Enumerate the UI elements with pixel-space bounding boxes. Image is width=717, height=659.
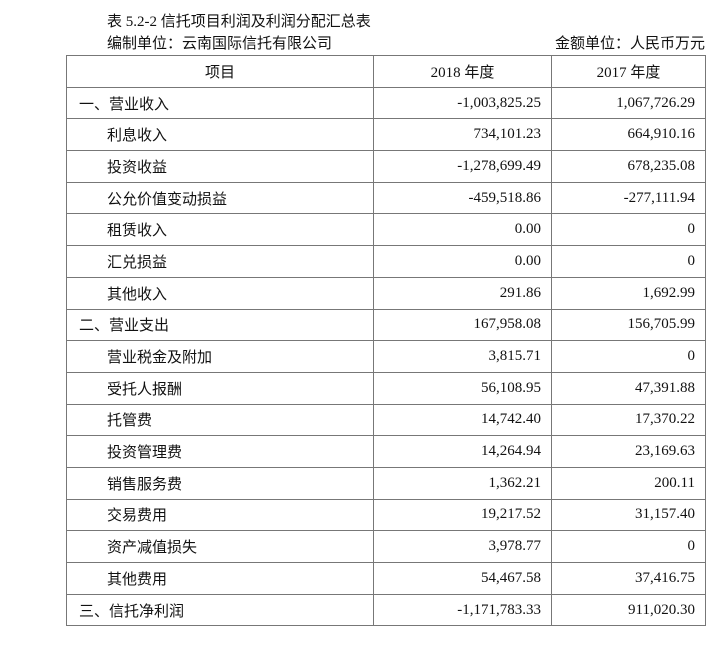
table-row: 利息收入 734,101.23 664,910.16 bbox=[66, 118, 706, 152]
value-2017: 0 bbox=[551, 530, 706, 563]
row-item: 汇兑损益 bbox=[66, 245, 374, 278]
value-2017: 37,416.75 bbox=[551, 562, 706, 595]
value-2017: 911,020.30 bbox=[551, 593, 706, 627]
value-2017: 678,235.08 bbox=[551, 150, 706, 183]
value-2018: -1,278,699.49 bbox=[373, 150, 552, 183]
value-2017: 0 bbox=[551, 340, 706, 373]
value-2017: 1,692.99 bbox=[551, 276, 706, 310]
value-2017: 200.11 bbox=[551, 466, 706, 500]
row-item: 一、营业收入 bbox=[66, 86, 374, 120]
row-item: 租赁收入 bbox=[66, 213, 374, 247]
value-2018: 0.00 bbox=[373, 245, 552, 278]
value-2017: 31,157.40 bbox=[551, 498, 706, 532]
table-row: 资产减值损失 3,978.77 0 bbox=[66, 530, 706, 563]
value-2018: 14,264.94 bbox=[373, 435, 552, 468]
table-row: 销售服务费 1,362.21 200.11 bbox=[66, 466, 706, 500]
table-row: 二、营业支出 167,958.08 156,705.99 bbox=[66, 308, 706, 342]
table-row: 其他收入 291.86 1,692.99 bbox=[66, 276, 706, 310]
table-row: 营业税金及附加 3,815.71 0 bbox=[66, 340, 706, 373]
table-row: 其他费用 54,467.58 37,416.75 bbox=[66, 562, 706, 595]
value-2018: 0.00 bbox=[373, 213, 552, 247]
value-2017: 23,169.63 bbox=[551, 435, 706, 468]
unit-label: 金额单位：人民币万元 bbox=[554, 36, 705, 52]
value-2017: 17,370.22 bbox=[551, 403, 706, 437]
row-item: 资产减值损失 bbox=[66, 530, 374, 563]
value-2017: 664,910.16 bbox=[551, 118, 706, 152]
value-2018: 734,101.23 bbox=[373, 118, 552, 152]
value-2018: 19,217.52 bbox=[373, 498, 552, 532]
row-item: 其他收入 bbox=[66, 276, 374, 310]
row-item: 托管费 bbox=[66, 403, 374, 437]
value-2018: 54,467.58 bbox=[373, 562, 552, 595]
table-row: 投资管理费 14,264.94 23,169.63 bbox=[66, 435, 706, 468]
value-2017: 1,067,726.29 bbox=[551, 86, 706, 120]
value-2018: -1,171,783.33 bbox=[373, 593, 552, 627]
row-item: 公允价值变动损益 bbox=[66, 181, 374, 215]
value-2018: 3,978.77 bbox=[373, 530, 552, 563]
value-2018: 56,108.95 bbox=[373, 371, 552, 405]
table-row: 公允价值变动损益 -459,518.86 -277,111.94 bbox=[66, 181, 706, 215]
row-item: 投资收益 bbox=[66, 150, 374, 183]
table-row: 交易费用 19,217.52 31,157.40 bbox=[66, 498, 706, 532]
value-2017: 156,705.99 bbox=[551, 308, 706, 342]
row-item: 三、信托净利润 bbox=[66, 593, 374, 627]
row-item: 二、营业支出 bbox=[66, 308, 374, 342]
value-2018: 167,958.08 bbox=[373, 308, 552, 342]
header-2018: 2018 年度 bbox=[373, 55, 552, 88]
table-row: 投资收益 -1,278,699.49 678,235.08 bbox=[66, 150, 706, 183]
value-2017: -277,111.94 bbox=[551, 181, 706, 215]
value-2018: -459,518.86 bbox=[373, 181, 552, 215]
value-2017: 0 bbox=[551, 245, 706, 278]
table-row: 租赁收入 0.00 0 bbox=[66, 213, 706, 247]
header-2017: 2017 年度 bbox=[551, 55, 706, 88]
table-row: 托管费 14,742.40 17,370.22 bbox=[66, 403, 706, 437]
value-2018: 14,742.40 bbox=[373, 403, 552, 437]
table-row: 汇兑损益 0.00 0 bbox=[66, 245, 706, 278]
row-item: 交易费用 bbox=[66, 498, 374, 532]
value-2018: 291.86 bbox=[373, 276, 552, 310]
header-row: 项目 2018 年度 2017 年度 bbox=[66, 55, 706, 88]
value-2017: 0 bbox=[551, 213, 706, 247]
row-item: 营业税金及附加 bbox=[66, 340, 374, 373]
row-item: 投资管理费 bbox=[66, 435, 374, 468]
header-item: 项目 bbox=[66, 55, 374, 88]
value-2018: -1,003,825.25 bbox=[373, 86, 552, 120]
profit-table: 项目 2018 年度 2017 年度 一、营业收入 -1,003,825.25 1,… bbox=[66, 55, 706, 627]
table-row: 三、信托净利润 -1,171,783.33 911,020.30 bbox=[66, 593, 706, 627]
row-item: 其他费用 bbox=[66, 562, 374, 595]
table-row: 一、营业收入 -1,003,825.25 1,067,726.29 bbox=[66, 86, 706, 120]
value-2018: 3,815.71 bbox=[373, 340, 552, 373]
table-title: 表 5.2-2 信托项目利润及利润分配汇总表 bbox=[107, 14, 371, 30]
row-item: 利息收入 bbox=[66, 118, 374, 152]
table-row: 受托人报酬 56,108.95 47,391.88 bbox=[66, 371, 706, 405]
value-2018: 1,362.21 bbox=[373, 466, 552, 500]
row-item: 销售服务费 bbox=[66, 466, 374, 500]
row-item: 受托人报酬 bbox=[66, 371, 374, 405]
preparer-label: 编制单位：云南国际信托有限公司 bbox=[107, 36, 333, 52]
value-2017: 47,391.88 bbox=[551, 371, 706, 405]
